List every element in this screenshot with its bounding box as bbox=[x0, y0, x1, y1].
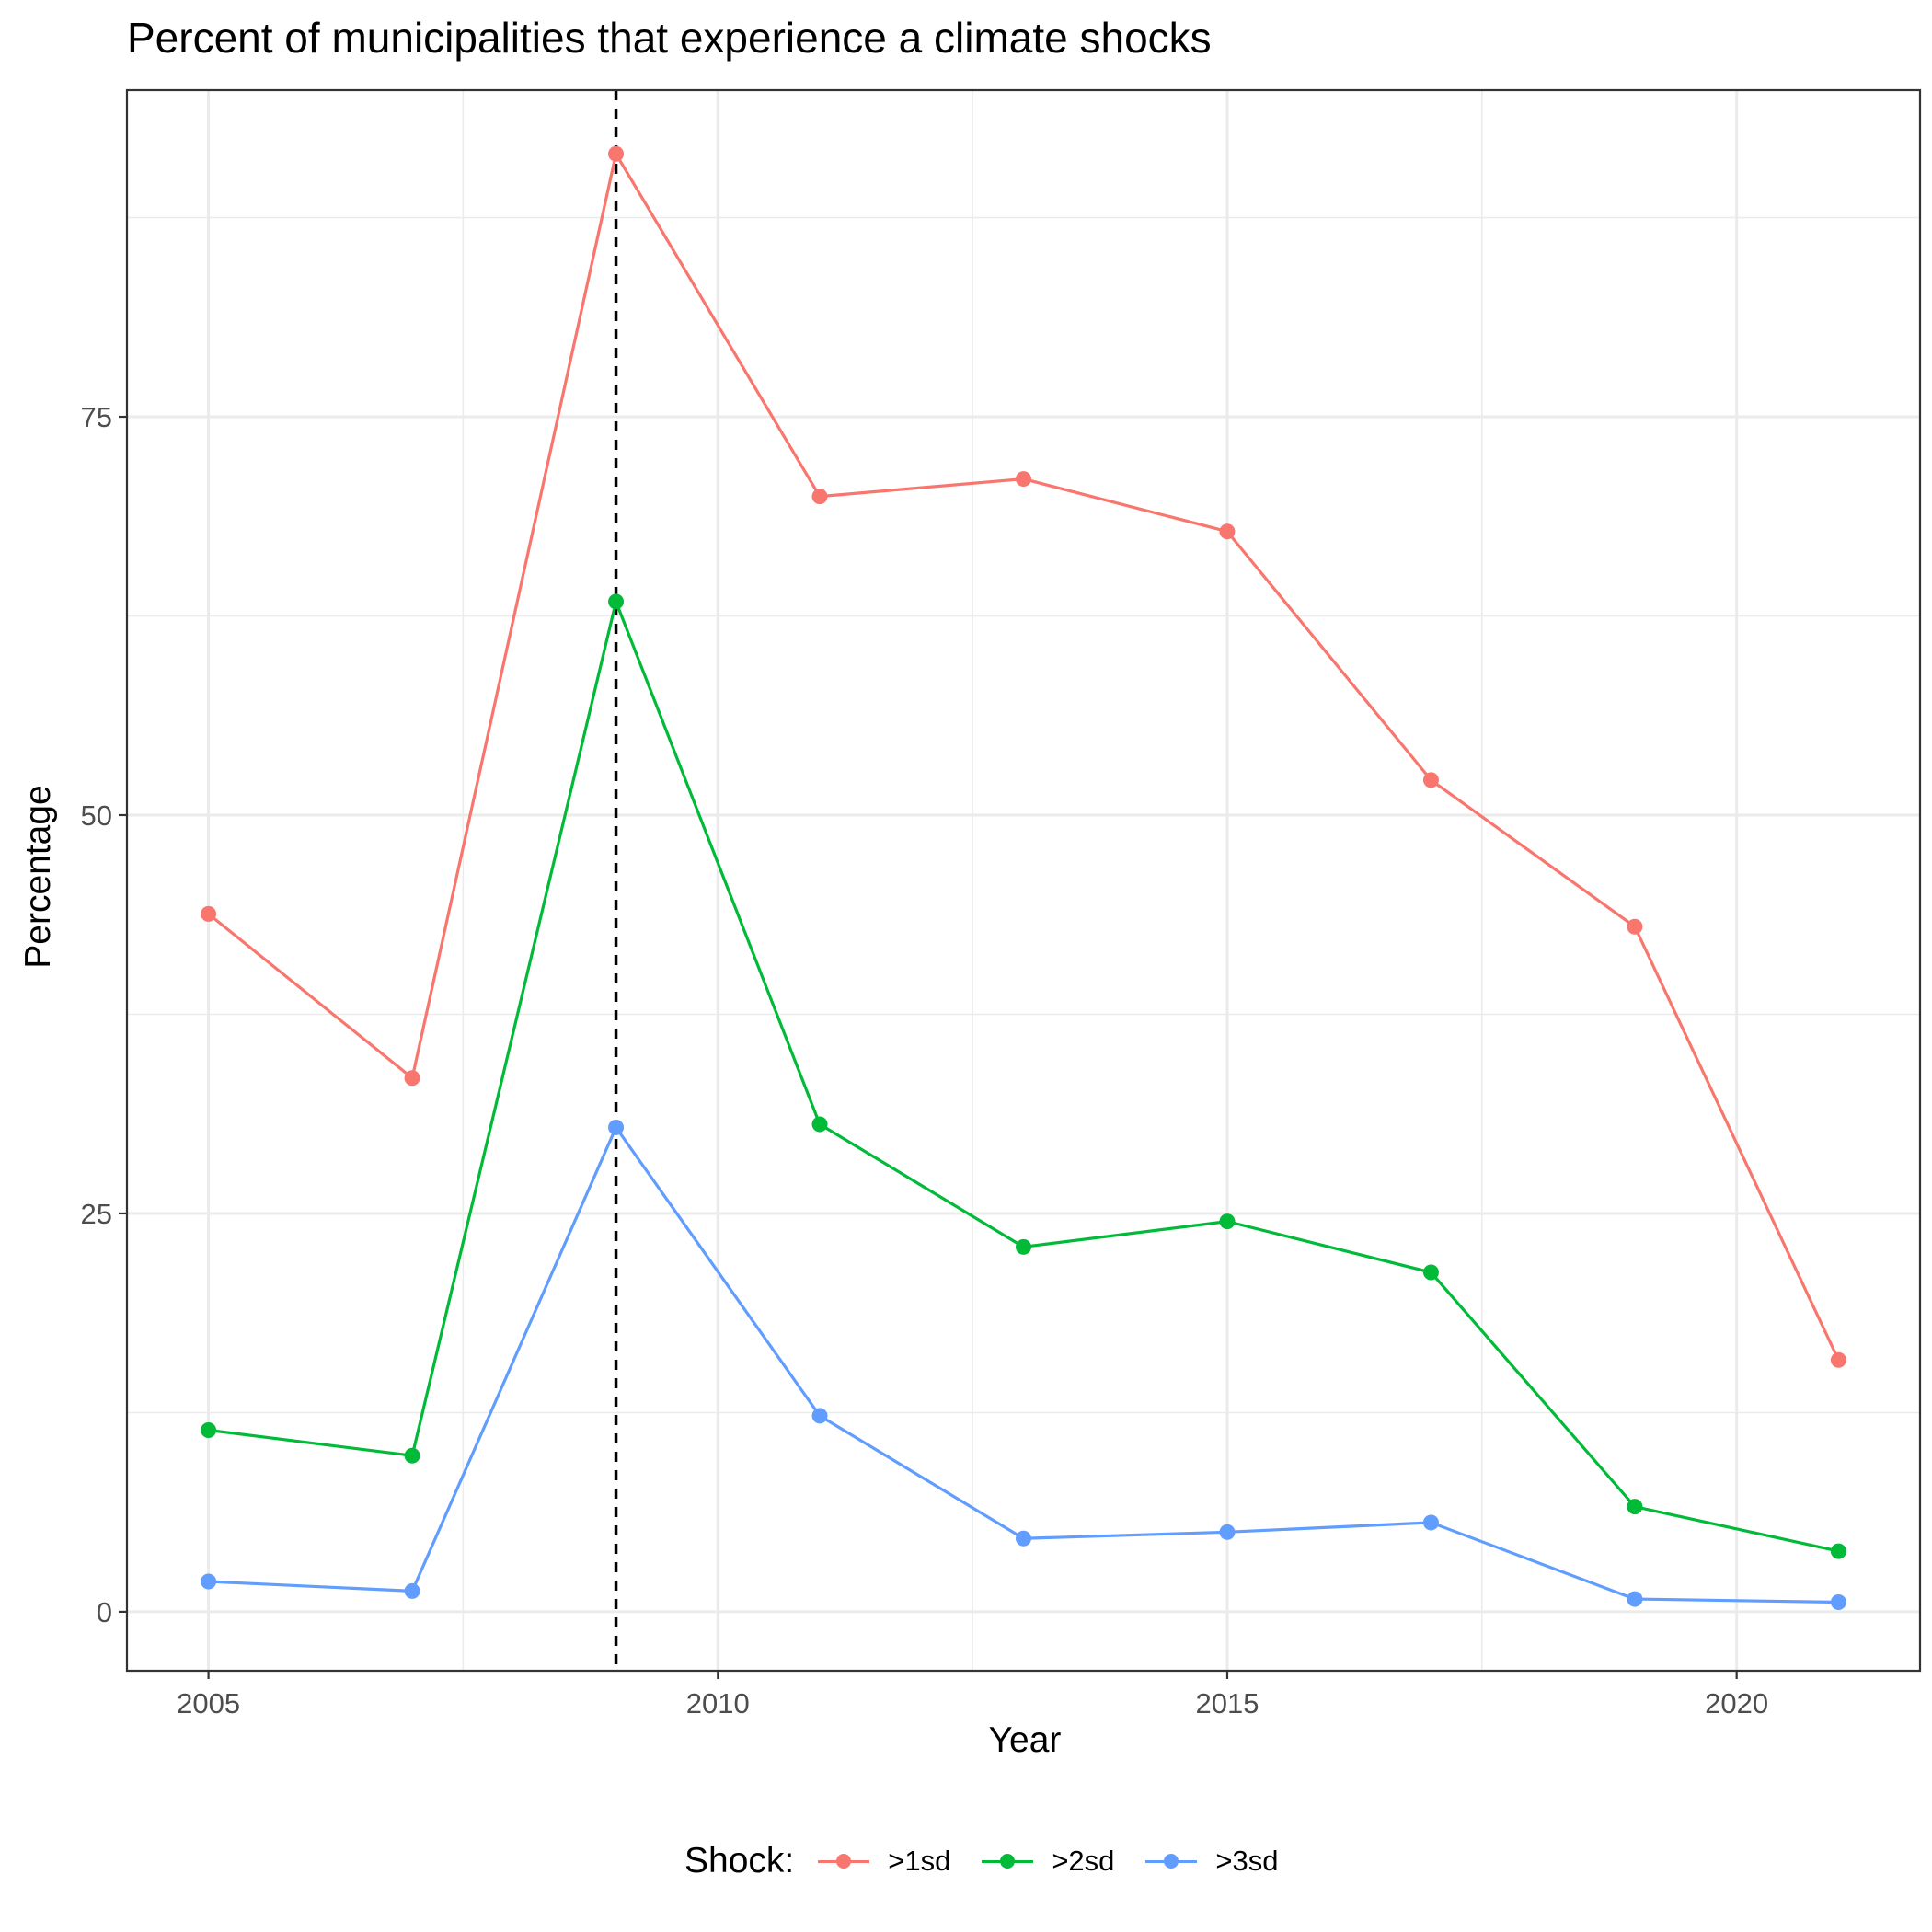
data-point-2sd bbox=[404, 1447, 420, 1464]
legend-item-3sd: >3sd bbox=[1142, 1845, 1279, 1878]
x-axis-title: Year bbox=[988, 1720, 1062, 1760]
grid-layer bbox=[127, 90, 1920, 1671]
data-point-1sd bbox=[201, 905, 217, 922]
data-point-3sd bbox=[1219, 1524, 1236, 1540]
legend-key-dot bbox=[836, 1854, 852, 1869]
data-point-3sd bbox=[1016, 1530, 1031, 1547]
data-point-2sd bbox=[1627, 1499, 1643, 1515]
data-point-2sd bbox=[201, 1421, 217, 1438]
y-axis-title: Percentage bbox=[18, 785, 58, 969]
x-tick-label: 2010 bbox=[686, 1687, 750, 1719]
data-point-2sd bbox=[811, 1116, 828, 1133]
y-tick-label: 50 bbox=[81, 799, 112, 832]
legend-title: Shock: bbox=[684, 1841, 795, 1880]
axis-layer: 2005 2010 2015 2020 0 25 50 75 bbox=[81, 88, 1922, 1719]
data-point-1sd bbox=[1016, 471, 1031, 488]
panel-border bbox=[125, 88, 1922, 1673]
x-tick-label: 2005 bbox=[177, 1687, 240, 1719]
y-tick-label: 0 bbox=[97, 1596, 112, 1628]
legend-key-3sd bbox=[1142, 1847, 1201, 1875]
data-point-3sd bbox=[201, 1573, 217, 1590]
legend-key-1sd bbox=[814, 1847, 873, 1875]
data-point-2sd bbox=[1219, 1213, 1236, 1230]
data-point-2sd bbox=[1422, 1264, 1439, 1281]
data-point-3sd bbox=[1422, 1514, 1439, 1531]
panel-background bbox=[127, 90, 1920, 1671]
y-tick-label: 25 bbox=[81, 1198, 112, 1230]
legend-key-dot bbox=[1164, 1854, 1179, 1869]
data-point-2sd bbox=[1016, 1238, 1031, 1255]
legend-label-2sd: >2sd bbox=[1052, 1845, 1115, 1877]
data-point-2sd bbox=[1830, 1543, 1846, 1559]
data-point-3sd bbox=[404, 1582, 420, 1599]
x-tick-label: 2020 bbox=[1705, 1687, 1768, 1719]
legend-key-2sd bbox=[978, 1847, 1037, 1875]
chart-title: Percent of municipalities that experienc… bbox=[127, 14, 1212, 62]
data-point-3sd bbox=[608, 1119, 625, 1135]
legend-key-dot bbox=[1000, 1854, 1016, 1869]
data-point-1sd bbox=[608, 145, 625, 162]
legend: Shock: >1sd >2sd >3sd bbox=[684, 1834, 1306, 1889]
data-point-1sd bbox=[1830, 1351, 1846, 1368]
data-point-1sd bbox=[1422, 772, 1439, 788]
series-layer bbox=[201, 145, 1846, 1611]
data-point-1sd bbox=[1627, 918, 1643, 935]
data-point-3sd bbox=[1627, 1591, 1643, 1607]
x-tick-label: 2015 bbox=[1195, 1687, 1259, 1719]
data-point-1sd bbox=[404, 1070, 420, 1087]
data-point-1sd bbox=[1219, 523, 1236, 540]
data-point-2sd bbox=[608, 593, 625, 610]
legend-label-1sd: >1sd bbox=[888, 1845, 951, 1877]
legend-label-3sd: >3sd bbox=[1215, 1845, 1279, 1877]
data-point-1sd bbox=[811, 489, 828, 505]
data-point-3sd bbox=[811, 1408, 828, 1424]
legend-item-2sd: >2sd bbox=[978, 1845, 1114, 1878]
y-tick-label: 75 bbox=[81, 401, 112, 433]
data-point-3sd bbox=[1830, 1594, 1846, 1611]
legend-item-1sd: >1sd bbox=[814, 1845, 950, 1878]
